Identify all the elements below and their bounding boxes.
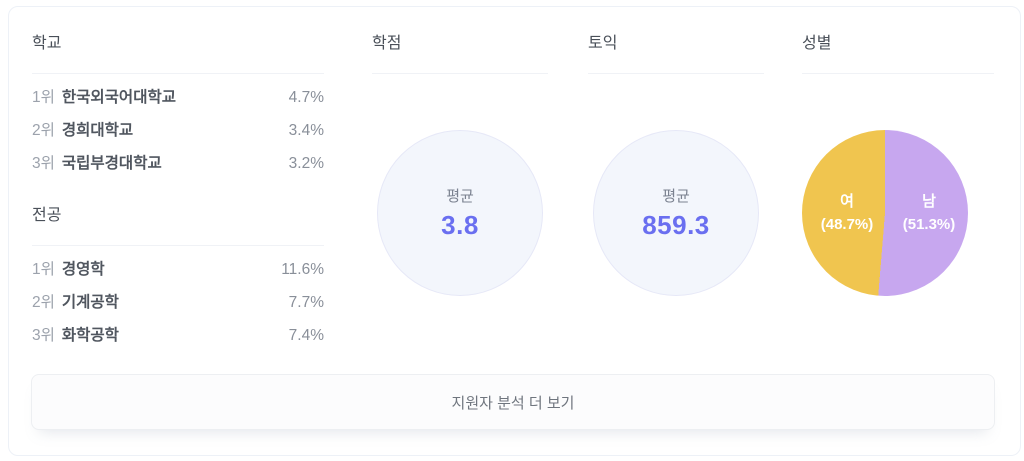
gpa-column: 학점 평균 3.8 bbox=[372, 33, 548, 296]
toeic-average-circle: 평균 859.3 bbox=[593, 130, 759, 296]
gender-female-label: 여 (48.7%) bbox=[808, 190, 886, 237]
school-name: 경희대학교 bbox=[61, 122, 134, 139]
toeic-average-value: 859.3 bbox=[642, 210, 710, 240]
rank-label: 2위 bbox=[32, 294, 55, 311]
gpa-divider bbox=[372, 73, 548, 74]
gender-column: 성별 여 (48.7%) 남 (51.3%) bbox=[802, 33, 994, 296]
major-rank-row: 2위 기계공학 7.7% bbox=[32, 293, 324, 312]
school-major-column: 학교 1위 한국외국어대학교 4.7% 2위 경희대학교 3.4% 3위 국립부… bbox=[32, 33, 324, 359]
toeic-column: 토익 평균 859.3 bbox=[588, 33, 764, 296]
more-applicant-analysis-button[interactable]: 지원자 분석 더 보기 bbox=[31, 374, 995, 430]
gpa-average-circle: 평균 3.8 bbox=[377, 130, 543, 296]
school-percent: 3.2% bbox=[288, 155, 324, 172]
school-name: 국립부경대학교 bbox=[61, 155, 162, 172]
toeic-average-label: 평균 bbox=[662, 188, 690, 205]
rank-label: 2위 bbox=[32, 122, 55, 139]
school-section-title: 학교 bbox=[32, 35, 62, 52]
major-percent: 11.6% bbox=[281, 261, 324, 278]
major-percent: 7.4% bbox=[288, 327, 324, 344]
gender-pie-chart: 여 (48.7%) 남 (51.3%) bbox=[802, 130, 968, 296]
female-percent: (48.7%) bbox=[820, 216, 874, 233]
school-percent: 3.4% bbox=[288, 122, 324, 139]
gender-male-label: 남 (51.3%) bbox=[890, 190, 968, 237]
gpa-average-value: 3.8 bbox=[441, 210, 479, 240]
school-percent: 4.7% bbox=[288, 89, 324, 106]
major-name: 경영학 bbox=[61, 261, 105, 278]
school-rank-row: 3위 국립부경대학교 3.2% bbox=[32, 154, 324, 173]
gpa-average-label: 평균 bbox=[446, 188, 474, 205]
female-name: 여 bbox=[840, 192, 854, 210]
major-rank-row: 1위 경영학 11.6% bbox=[32, 260, 324, 279]
major-section-title: 전공 bbox=[32, 207, 62, 224]
school-rank-row: 2위 경희대학교 3.4% bbox=[32, 121, 324, 140]
school-name: 한국외국어대학교 bbox=[61, 89, 176, 106]
male-percent: (51.3%) bbox=[902, 216, 956, 233]
gender-divider bbox=[802, 73, 994, 74]
rank-label: 3위 bbox=[32, 155, 55, 172]
gpa-section-title: 학점 bbox=[372, 35, 402, 52]
applicant-stats-card: 학교 1위 한국외국어대학교 4.7% 2위 경희대학교 3.4% 3위 국립부… bbox=[8, 6, 1021, 456]
major-name: 기계공학 bbox=[61, 294, 119, 311]
major-name: 화학공학 bbox=[61, 327, 119, 344]
rank-label: 3위 bbox=[32, 327, 55, 344]
male-name: 남 bbox=[922, 192, 936, 210]
major-rank-row: 3위 화학공학 7.4% bbox=[32, 326, 324, 345]
gender-section-title: 성별 bbox=[802, 35, 832, 52]
rank-label: 1위 bbox=[32, 261, 55, 278]
toeic-divider bbox=[588, 73, 764, 74]
rank-label: 1위 bbox=[32, 89, 55, 106]
major-divider bbox=[32, 245, 324, 246]
school-divider bbox=[32, 73, 324, 74]
major-percent: 7.7% bbox=[288, 294, 324, 311]
school-rank-row: 1위 한국외국어대학교 4.7% bbox=[32, 88, 324, 107]
toeic-section-title: 토익 bbox=[588, 35, 618, 52]
